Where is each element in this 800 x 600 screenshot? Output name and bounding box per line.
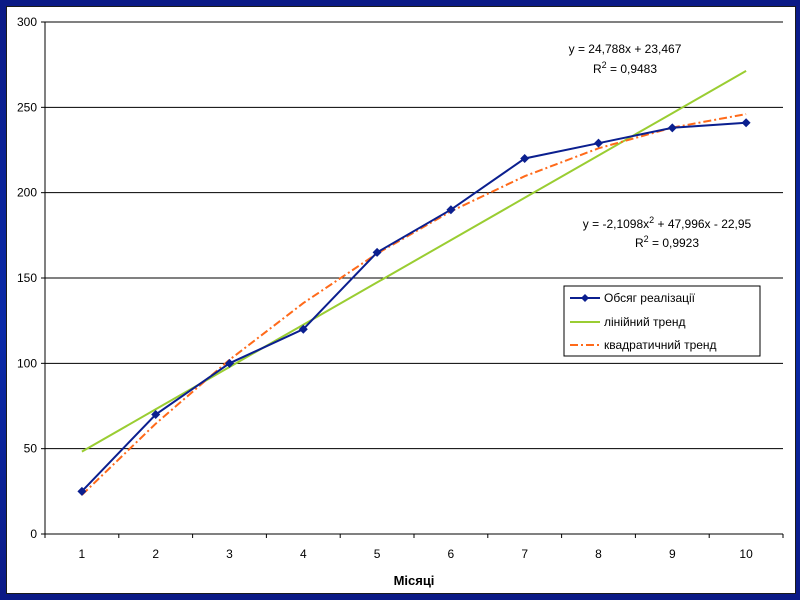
y-tick-label-250: 250 — [17, 100, 37, 114]
x-tick-label-5: 5 — [374, 547, 381, 561]
data-point-sales-8 — [594, 138, 603, 148]
data-point-sales-7 — [520, 154, 530, 164]
x-tick-label-7: 7 — [521, 547, 528, 561]
x-tick-label-2: 2 — [152, 547, 159, 561]
x-tick-label-8: 8 — [595, 547, 602, 561]
data-point-sales-5 — [372, 247, 382, 257]
series — [77, 70, 751, 496]
x-tick-label-10: 10 — [739, 547, 753, 561]
linear-r2-line: R2 = 0,9483 — [593, 60, 657, 76]
series-line-sales — [81, 121, 747, 492]
legend-label-sales: Обсяг реалізації — [604, 291, 696, 305]
grid-lines — [45, 21, 783, 450]
data-point-sales-4 — [298, 324, 308, 334]
legend-label-linear: лінійний тренд — [604, 315, 686, 329]
legend-item-sales: Обсяг реалізації — [570, 291, 696, 305]
x-tick-label-6: 6 — [448, 547, 455, 561]
series-line-linear — [81, 70, 747, 453]
data-point-sales-6 — [446, 205, 456, 215]
quadratic-equation-line: y = -2,1098x2 + 47,996x - 22,95 — [583, 215, 752, 231]
data-point-sales-3 — [225, 358, 234, 368]
y-tick-label-150: 150 — [17, 271, 37, 285]
tick-labels: 0 50 100 150 200 250 300 1 2 3 4 5 6 7 8 9 10 — [17, 15, 753, 561]
legend-item-linear: лінійний тренд — [570, 315, 686, 329]
y-tick-label-50: 50 — [24, 442, 38, 456]
x-tick-label-9: 9 — [669, 547, 676, 561]
linear-trend-equation: y = 24,788x + 23,467 R2 = 0,9483 — [569, 42, 682, 76]
x-tick-label-4: 4 — [300, 547, 307, 561]
x-tick-label-3: 3 — [226, 547, 233, 561]
data-point-sales-1 — [77, 486, 87, 496]
y-tick-label-300: 300 — [17, 15, 37, 29]
y-tick-label-200: 200 — [17, 186, 37, 200]
data-point-sales-9 — [667, 123, 677, 133]
y-tick-label-0: 0 — [30, 527, 37, 541]
linear-equation-line: y = 24,788x + 23,467 — [569, 42, 682, 56]
quadratic-r2-line: R2 = 0,9923 — [635, 234, 699, 250]
quadratic-trend-equation: y = -2,1098x2 + 47,996x - 22,95 R2 = 0,9… — [583, 215, 752, 250]
y-tick-label-100: 100 — [17, 356, 37, 370]
legend-marker-sales — [581, 294, 589, 302]
legend-label-quadratic: квадратичний тренд — [604, 338, 717, 352]
data-point-sales-2 — [151, 410, 161, 420]
legend-item-quadratic: квадратичний тренд — [570, 338, 717, 352]
legend: Обсяг реалізації лінійний тренд квадрати… — [563, 285, 761, 357]
axes — [41, 21, 784, 538]
x-axis-title: Місяці — [394, 573, 435, 588]
x-tick-label-1: 1 — [79, 547, 86, 561]
series-line-quadratic — [81, 113, 747, 496]
data-point-sales-10 — [741, 118, 751, 128]
